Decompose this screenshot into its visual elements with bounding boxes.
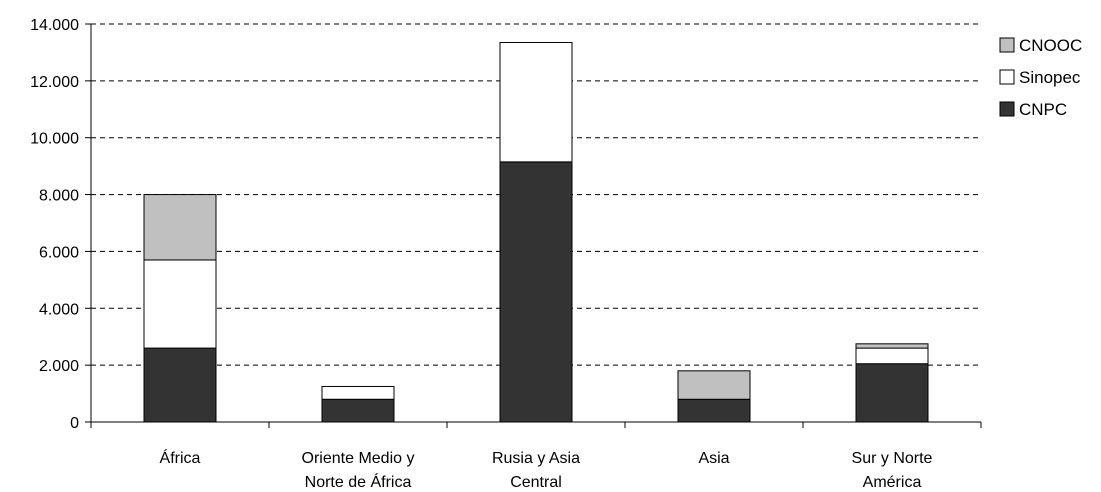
y-tick-label: 14.000	[30, 17, 79, 34]
category-labels: África Oriente Medio y Norte de África Rusi…	[160, 448, 933, 491]
axes	[85, 23, 982, 428]
y-tick-label: 4.000	[39, 301, 79, 318]
legend-label: Sinopec	[1019, 68, 1081, 87]
y-tick-label: 6.000	[39, 244, 79, 261]
category-label: África	[160, 448, 201, 467]
legend-swatch	[999, 69, 1015, 85]
y-tick-label: 12.000	[30, 74, 79, 91]
category-label: Oriente Medio y	[302, 450, 415, 467]
y-tick-label: 10.000	[30, 131, 79, 148]
legend-swatch	[999, 37, 1015, 53]
legend-label: CNOOC	[1019, 36, 1082, 55]
bar-segment-cnpc	[855, 363, 929, 423]
bar-segment-sinopec	[855, 347, 929, 365]
category-label: América	[863, 474, 922, 491]
bar-segment-cnpc	[677, 398, 751, 423]
category-label: Sur y Norte	[852, 450, 933, 467]
bar-segment-cnooc	[677, 370, 751, 400]
bar-segment-cnpc	[499, 161, 573, 423]
legend: CNOOC Sinopec CNPC	[999, 36, 1082, 119]
legend-label: CNPC	[1019, 100, 1067, 119]
category-label: Asia	[698, 450, 729, 467]
category-label: Rusia y Asia	[492, 450, 580, 467]
bar-segment-cnooc	[855, 343, 929, 349]
y-tick-label: 2.000	[39, 358, 79, 375]
bars	[143, 41, 929, 423]
bar-segment-sinopec	[321, 385, 395, 400]
bar-segment-cnpc	[321, 398, 395, 423]
legend-swatch	[999, 101, 1015, 117]
bar-segment-sinopec	[143, 259, 217, 349]
y-tick-labels: 0 2.000 4.000 6.000 8.000 10.000 12.000 14.000	[30, 17, 79, 432]
bar-segment-cnpc	[143, 347, 217, 423]
y-tick-label: 0	[70, 415, 79, 432]
bar-segment-sinopec	[499, 41, 573, 163]
bar-segment-cnooc	[143, 194, 217, 261]
category-label: Norte de África	[305, 472, 412, 491]
category-label: Central	[510, 474, 562, 491]
y-tick-label: 8.000	[39, 188, 79, 205]
